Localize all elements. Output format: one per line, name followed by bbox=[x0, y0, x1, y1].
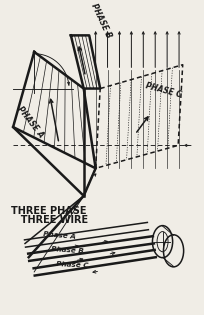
Text: PHASE C: PHASE C bbox=[143, 82, 181, 100]
Text: THREE PHASE: THREE PHASE bbox=[11, 206, 86, 216]
Text: PHASE A: PHASE A bbox=[15, 105, 45, 140]
Text: PHASE B: PHASE B bbox=[89, 2, 112, 39]
Text: Phase C: Phase C bbox=[56, 261, 89, 268]
Text: Phase B: Phase B bbox=[50, 246, 83, 255]
Text: Phase A: Phase A bbox=[43, 231, 76, 240]
Text: THREE WIRE: THREE WIRE bbox=[14, 215, 88, 225]
